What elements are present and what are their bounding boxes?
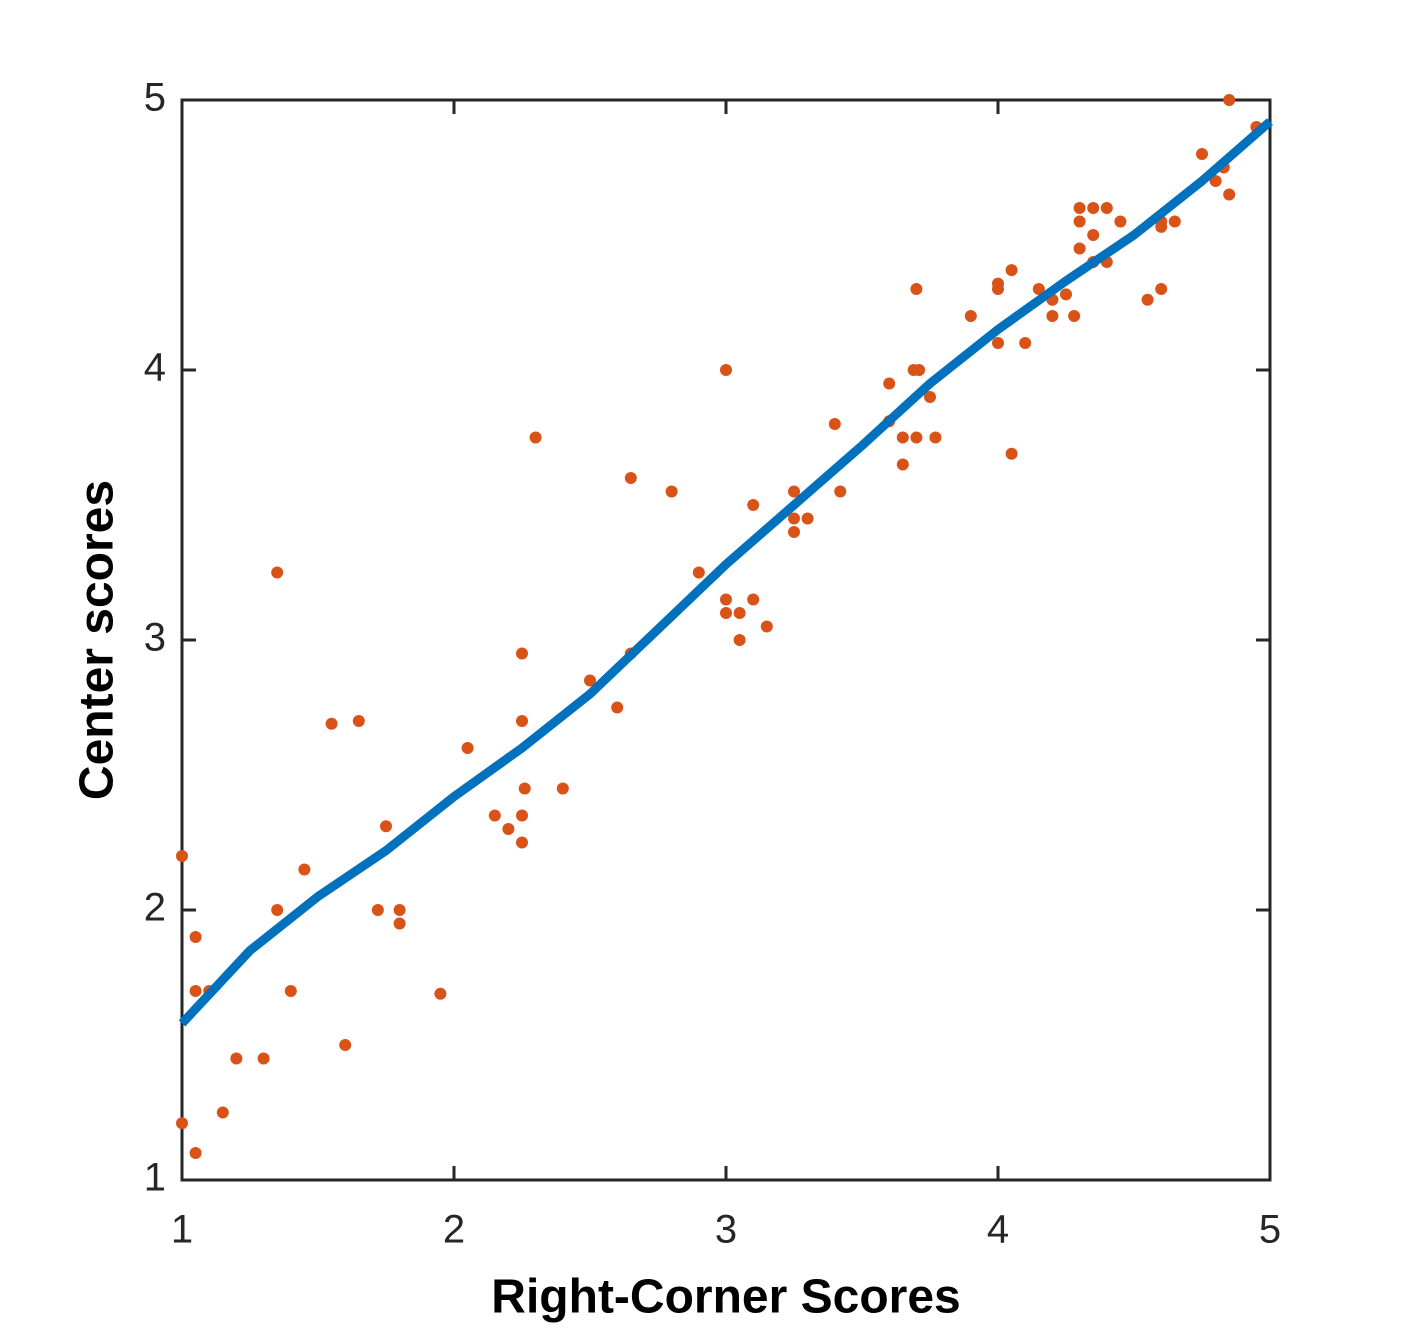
scatter-point — [665, 485, 678, 498]
scatter-point — [828, 418, 841, 430]
x-tick-label: 2 — [443, 1208, 465, 1252]
scatter-point — [461, 742, 474, 754]
y-tick-label: 5 — [144, 76, 166, 120]
scatter-point — [516, 647, 528, 660]
scatter-point — [271, 566, 284, 579]
scatter-point — [1114, 215, 1127, 228]
x-tick-label: 4 — [987, 1208, 1009, 1252]
scatter-point — [720, 364, 732, 376]
scatter-point — [271, 904, 284, 916]
scatter-point — [720, 607, 732, 619]
scatter-point — [584, 674, 596, 687]
scatter-point — [834, 485, 847, 498]
scatter-point — [611, 701, 624, 714]
x-tick-label: 3 — [715, 1208, 737, 1252]
scatter-point — [747, 499, 760, 511]
scatter-point — [298, 863, 311, 876]
scatter-point — [518, 782, 531, 795]
scatter-point — [992, 277, 1004, 290]
scatter-point — [1196, 148, 1208, 160]
scatter-point — [1223, 188, 1236, 201]
scatter-point — [1073, 242, 1086, 255]
scatter-point — [896, 431, 909, 444]
scatter-point — [1073, 202, 1086, 214]
scatter-point — [393, 904, 406, 916]
scatter-point — [216, 1106, 229, 1119]
scatter-point — [733, 634, 746, 646]
scatter-point — [1223, 94, 1236, 106]
scatter-point — [257, 1052, 270, 1065]
scatter-point — [1087, 229, 1100, 241]
scatter-point — [1141, 293, 1154, 306]
y-axis-label: Center scores — [71, 480, 124, 800]
y-tick-label: 3 — [144, 616, 166, 660]
scatter-point — [788, 512, 800, 525]
scatter-point — [1005, 447, 1018, 460]
scatter-point — [801, 512, 814, 525]
scatter-point — [788, 485, 800, 498]
scatter-point — [352, 715, 365, 727]
scatter-point — [371, 904, 384, 916]
scatter-point — [896, 458, 909, 471]
scatter-point — [913, 364, 926, 376]
scatter-point — [1168, 215, 1181, 228]
scatter-point — [692, 566, 705, 579]
scatter-point — [910, 283, 923, 295]
scatter-point — [1032, 283, 1045, 295]
scatter-point — [1209, 175, 1222, 187]
y-tick-label: 4 — [144, 346, 166, 390]
scatter-point — [964, 310, 977, 322]
scatter-point — [788, 526, 800, 538]
scatter-point — [747, 593, 760, 606]
scatter-point — [434, 987, 447, 1000]
scatter-point — [1046, 310, 1059, 322]
scatter-point — [516, 836, 528, 849]
scatter-point — [733, 607, 746, 619]
scatter-point — [393, 917, 406, 930]
scatter-point — [1019, 337, 1032, 349]
scatter-point — [924, 391, 936, 403]
scatter-point — [1155, 283, 1168, 295]
scatter-point — [1060, 288, 1072, 301]
scatter-point — [720, 593, 732, 606]
scatter-point — [760, 620, 773, 633]
scatter-point — [910, 431, 923, 444]
x-tick-label: 1 — [171, 1208, 193, 1252]
scatter-point — [624, 472, 637, 484]
scatter-point — [992, 337, 1004, 349]
scatter-point — [929, 431, 942, 444]
scatter-point — [516, 809, 528, 822]
scatter-point — [189, 931, 202, 943]
scatter-point — [176, 1117, 188, 1130]
scatter-point — [1005, 264, 1018, 277]
scatter-point — [176, 850, 188, 862]
plot-frame — [180, 98, 1272, 1182]
scatter-point — [516, 715, 528, 727]
scatter-point — [883, 377, 896, 390]
scatter-point — [189, 1147, 202, 1159]
scatter-point — [380, 820, 392, 833]
scatter-point — [1073, 215, 1086, 228]
fit-line — [178, 118, 1273, 1027]
scatter-point — [556, 782, 569, 795]
scatter-point — [284, 985, 297, 997]
scatter-point — [189, 985, 202, 997]
scatter-point — [1087, 202, 1100, 214]
scatter-point — [230, 1052, 243, 1065]
y-tick-label: 2 — [144, 886, 166, 930]
x-axis-label: Right-Corner Scores — [491, 1271, 960, 1324]
scatter-point — [502, 823, 515, 835]
scatter-point — [1100, 202, 1113, 214]
scatter-point — [1068, 310, 1081, 322]
x-tick-label: 5 — [1259, 1208, 1281, 1252]
scatter-point — [488, 809, 501, 822]
scatter-point — [325, 717, 338, 730]
scatter-point — [1155, 220, 1168, 233]
scatter-point — [529, 431, 542, 444]
scatter-point — [339, 1039, 352, 1051]
y-tick-label: 1 — [144, 1156, 166, 1200]
